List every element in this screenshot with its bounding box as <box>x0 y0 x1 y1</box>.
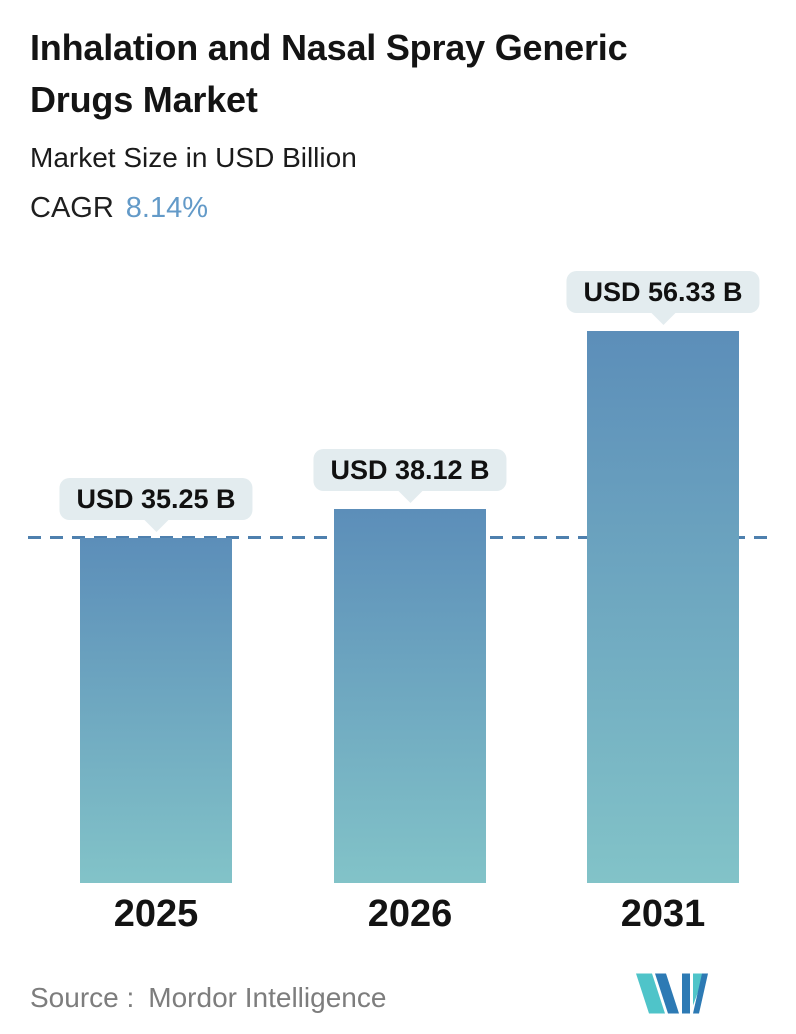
bar-2025 <box>80 538 232 883</box>
bar-2026 <box>334 509 486 883</box>
logo-blue-bar <box>682 973 690 1014</box>
page-title: Inhalation and Nasal Spray Generic Drugs… <box>30 27 628 120</box>
source-label: Source : <box>30 982 135 1013</box>
cagr-value: 8.14% <box>125 192 209 224</box>
source-value: Mordor Intelligence <box>148 982 387 1013</box>
logo-blue-slant <box>693 973 708 1014</box>
value-label-2026: USD 38.12 B <box>313 449 507 491</box>
chart-subtitle: Market Size in USD Billion <box>30 142 357 173</box>
logo-teal-band <box>636 973 665 1014</box>
logo-blue-diagonal <box>655 973 679 1014</box>
value-label-2025: USD 35.25 B <box>59 478 253 520</box>
cagr-row: CAGR 8.14% <box>30 192 208 225</box>
cagr-label: CAGR <box>30 192 114 224</box>
source-attribution: Source : Mordor Intelligence <box>30 982 386 1014</box>
year-label-2025: 2025 <box>113 893 199 935</box>
bar-2031 <box>587 331 739 883</box>
year-label-2026: 2026 <box>367 893 453 935</box>
value-label-2031: USD 56.33 B <box>566 271 760 313</box>
mordor-intelligence-logo-icon <box>636 973 708 1014</box>
year-label-2031: 2031 <box>620 893 706 935</box>
